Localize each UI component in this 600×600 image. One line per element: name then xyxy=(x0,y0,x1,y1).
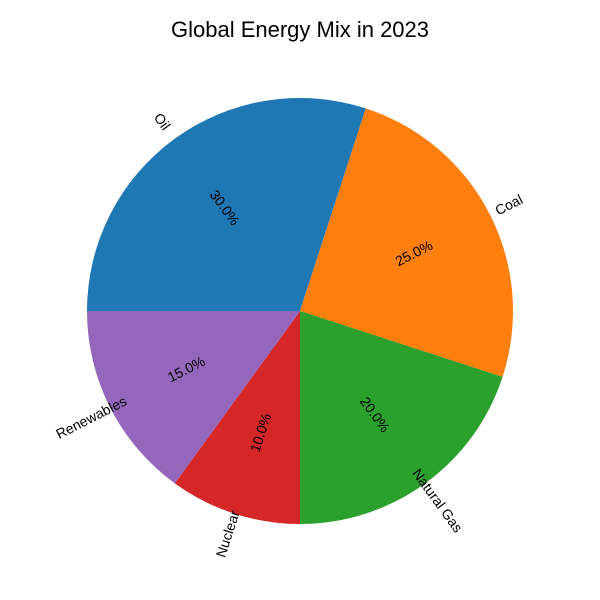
slice-renewables xyxy=(87,311,300,484)
slice-natural-gas xyxy=(300,311,503,524)
label-oil: Oil xyxy=(151,110,174,133)
label-coal: Coal xyxy=(492,191,525,218)
slice-nuclear xyxy=(174,311,300,524)
slice-coal xyxy=(300,108,513,377)
label-nuclear: Nuclear xyxy=(213,508,243,559)
pie-slices xyxy=(87,98,513,524)
chart-title: Global Energy Mix in 2023 xyxy=(171,17,429,42)
slice-oil xyxy=(87,98,366,312)
label-natural-gas: Natural Gas xyxy=(409,466,466,536)
